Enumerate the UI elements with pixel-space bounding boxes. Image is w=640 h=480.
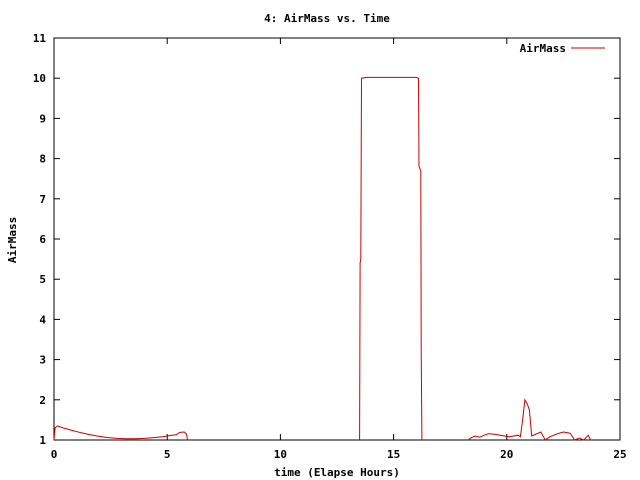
y-tick-label: 6	[39, 233, 46, 246]
x-axis-ticks: 0 5 10 15 20 25	[51, 38, 627, 461]
y-axis-ticks: 1 2 3 4 5 6 7 8 9 10 11	[33, 32, 620, 447]
x-tick-label: 5	[164, 448, 171, 461]
chart-title: 4: AirMass vs. Time	[264, 12, 390, 25]
y-tick-label: 7	[39, 193, 46, 206]
y-tick-label: 4	[39, 313, 46, 326]
y-tick-label: 10	[33, 72, 46, 85]
y-tick-label: 3	[39, 354, 46, 367]
legend: AirMass	[520, 42, 605, 55]
series-line-airmass	[467, 398, 592, 441]
series-line-airmass	[53, 425, 189, 441]
series-line-airmass	[359, 76, 423, 441]
x-tick-label: 15	[387, 448, 400, 461]
plot-frame	[53, 37, 621, 441]
x-tick-label: 10	[274, 448, 287, 461]
x-tick-label: 0	[51, 448, 58, 461]
y-tick-label: 1	[39, 434, 46, 447]
plot-lines	[53, 76, 592, 441]
y-tick-label: 9	[39, 112, 46, 125]
x-tick-label: 20	[500, 448, 513, 461]
x-axis-label: time (Elapse Hours)	[274, 466, 400, 479]
y-axis-label: AirMass	[6, 217, 19, 263]
y-tick-label: 11	[33, 32, 47, 45]
y-tick-label: 8	[39, 153, 46, 166]
x-tick-label: 25	[613, 448, 626, 461]
y-tick-label: 2	[39, 394, 46, 407]
y-tick-label: 5	[39, 273, 46, 286]
legend-label-airmass: AirMass	[520, 42, 566, 55]
